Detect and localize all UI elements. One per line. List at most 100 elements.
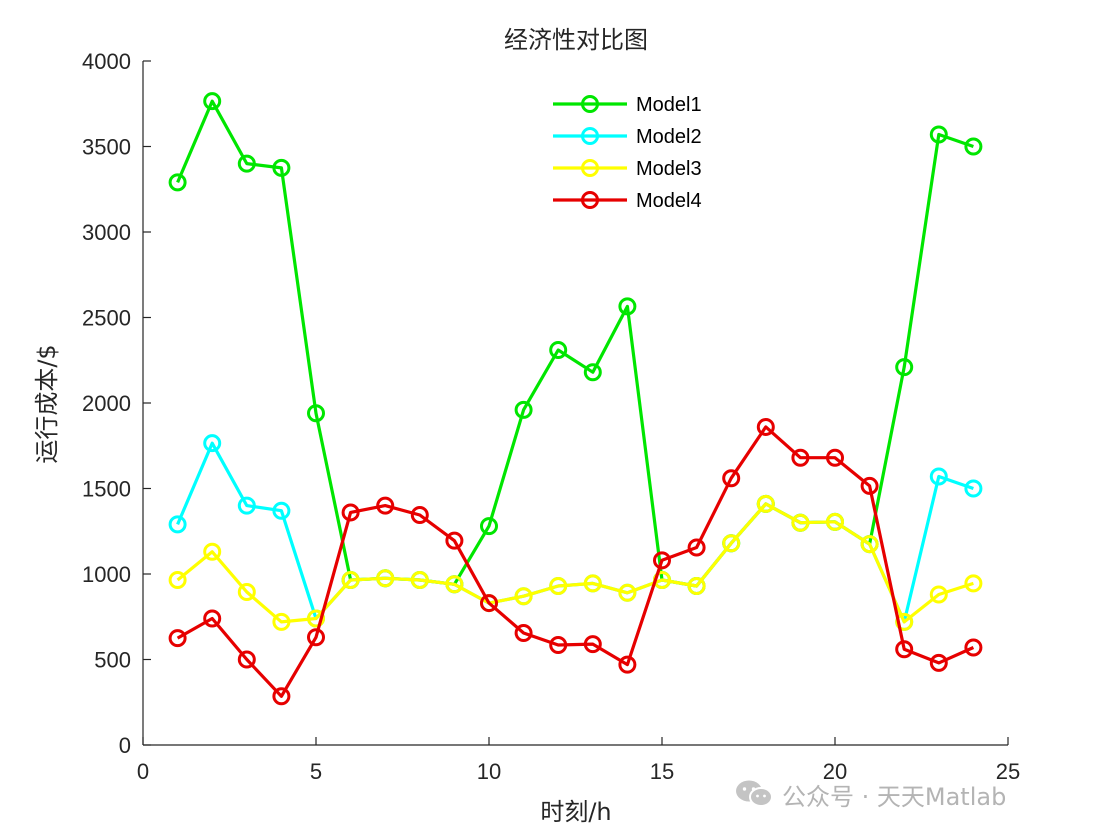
data-point (964, 638, 983, 657)
data-point (307, 628, 325, 647)
x-axis-title: 时刻/h (540, 798, 611, 826)
legend-item: Model3 (553, 158, 702, 180)
data-point (445, 575, 464, 594)
data-point (549, 635, 568, 654)
data-point (341, 503, 360, 522)
data-point (964, 479, 983, 498)
wechat-icon (736, 780, 773, 807)
data-point (895, 612, 914, 631)
data-point (237, 496, 256, 515)
data-point (826, 512, 844, 531)
series-model4 (168, 417, 983, 706)
data-point (168, 173, 187, 192)
data-point (722, 469, 741, 488)
axes: 0 5 10 15 20 25 0 500 1000 1500 2000 2500 3000 3500 40… (82, 49, 1020, 784)
data-point (583, 363, 602, 382)
data-point (514, 587, 533, 606)
legend-label: Model2 (636, 126, 702, 148)
data-point (722, 534, 741, 553)
data-point (687, 538, 706, 557)
series-layer (168, 92, 983, 706)
y-tick-label: 1500 (82, 477, 131, 502)
data-point (929, 467, 948, 486)
data-point (272, 687, 291, 706)
data-point (480, 594, 498, 613)
data-point (203, 542, 222, 561)
data-point (791, 513, 810, 532)
legend-item: Model4 (553, 190, 702, 212)
legend-item: Model1 (553, 94, 702, 116)
data-point (237, 650, 256, 669)
y-tick-label: 2000 (82, 391, 131, 416)
data-point (514, 400, 533, 419)
watermark-text: 公众号 · 天天Matlab (782, 782, 1007, 811)
data-point (791, 448, 810, 467)
data-point (168, 515, 187, 534)
data-point (756, 494, 775, 513)
data-point (618, 583, 637, 602)
data-point (653, 551, 671, 570)
data-point (514, 623, 533, 642)
data-point (237, 154, 256, 173)
data-point (376, 569, 395, 588)
data-point (549, 576, 568, 595)
x-tick-label: 15 (650, 759, 674, 784)
data-point (964, 137, 983, 156)
legend-swatch-marker (581, 159, 599, 177)
data-point (307, 609, 325, 628)
y-tick-label: 3000 (82, 220, 131, 245)
data-point (480, 517, 498, 536)
data-point (168, 629, 187, 648)
x-tick-label: 25 (996, 759, 1020, 784)
data-point (272, 612, 291, 631)
x-tick-label: 10 (477, 759, 501, 784)
y-tick-label: 4000 (82, 49, 131, 74)
y-tick-label: 2500 (82, 306, 131, 331)
data-point (237, 582, 256, 601)
data-point (168, 570, 187, 589)
data-point (756, 417, 775, 436)
y-tick-label: 0 (119, 733, 131, 758)
series-line (176, 99, 974, 588)
legend-swatch-marker (581, 127, 599, 145)
legend-label: Model3 (636, 158, 702, 180)
y-tick-label: 3500 (82, 135, 131, 160)
data-point (618, 655, 637, 674)
data-point (272, 501, 291, 520)
y-tick-label: 1000 (82, 562, 131, 587)
data-point (895, 358, 914, 377)
data-point (307, 404, 325, 423)
x-tick-label: 20 (823, 759, 847, 784)
legend-item: Model2 (553, 126, 702, 148)
data-point (410, 570, 429, 589)
y-tick-label: 500 (94, 648, 131, 673)
data-point (203, 434, 222, 453)
data-point (583, 574, 602, 593)
data-point (341, 570, 360, 589)
data-point (376, 496, 395, 515)
legend-label: Model1 (636, 94, 702, 116)
data-point (203, 92, 222, 111)
chart-title: 经济性对比图 (504, 26, 648, 54)
data-point (272, 158, 291, 177)
data-point (929, 653, 948, 672)
data-point (687, 576, 706, 595)
legend-swatch-marker (581, 191, 599, 209)
legend-label: Model4 (636, 190, 702, 212)
data-point (583, 635, 602, 654)
data-point (964, 574, 983, 593)
series-model3 (168, 494, 983, 631)
watermark: 公众号 · 天天Matlab (734, 776, 1006, 812)
series-model2 (168, 434, 983, 631)
x-tick-label: 5 (310, 759, 322, 784)
data-point (203, 609, 222, 628)
data-point (860, 535, 879, 554)
x-tick-label: 0 (137, 759, 149, 784)
data-point (860, 476, 879, 495)
data-point (618, 297, 637, 316)
data-point (929, 125, 948, 144)
data-point (410, 506, 429, 525)
data-point (445, 531, 464, 550)
legend: Model1 Model2 Model3 Model4 (553, 94, 702, 212)
